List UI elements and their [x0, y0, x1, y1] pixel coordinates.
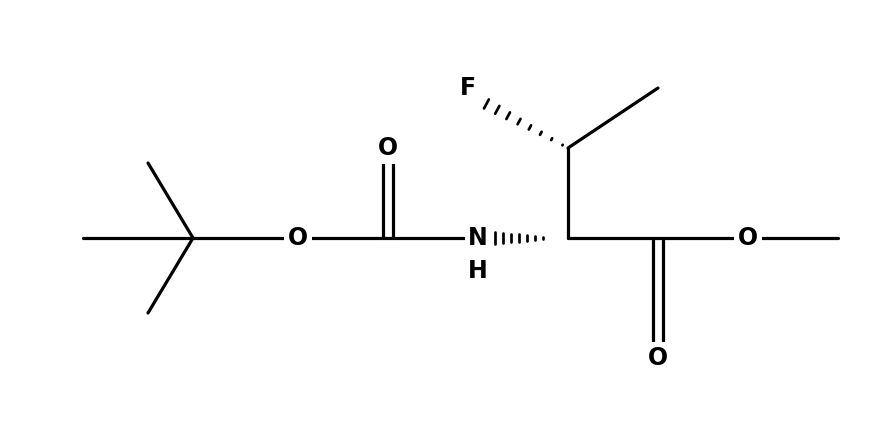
Text: O: O	[288, 226, 308, 250]
Text: O: O	[378, 136, 398, 160]
Text: F: F	[460, 76, 476, 100]
Text: H: H	[469, 259, 488, 283]
Text: N: N	[469, 226, 488, 250]
Text: O: O	[738, 226, 758, 250]
Text: O: O	[648, 346, 668, 370]
